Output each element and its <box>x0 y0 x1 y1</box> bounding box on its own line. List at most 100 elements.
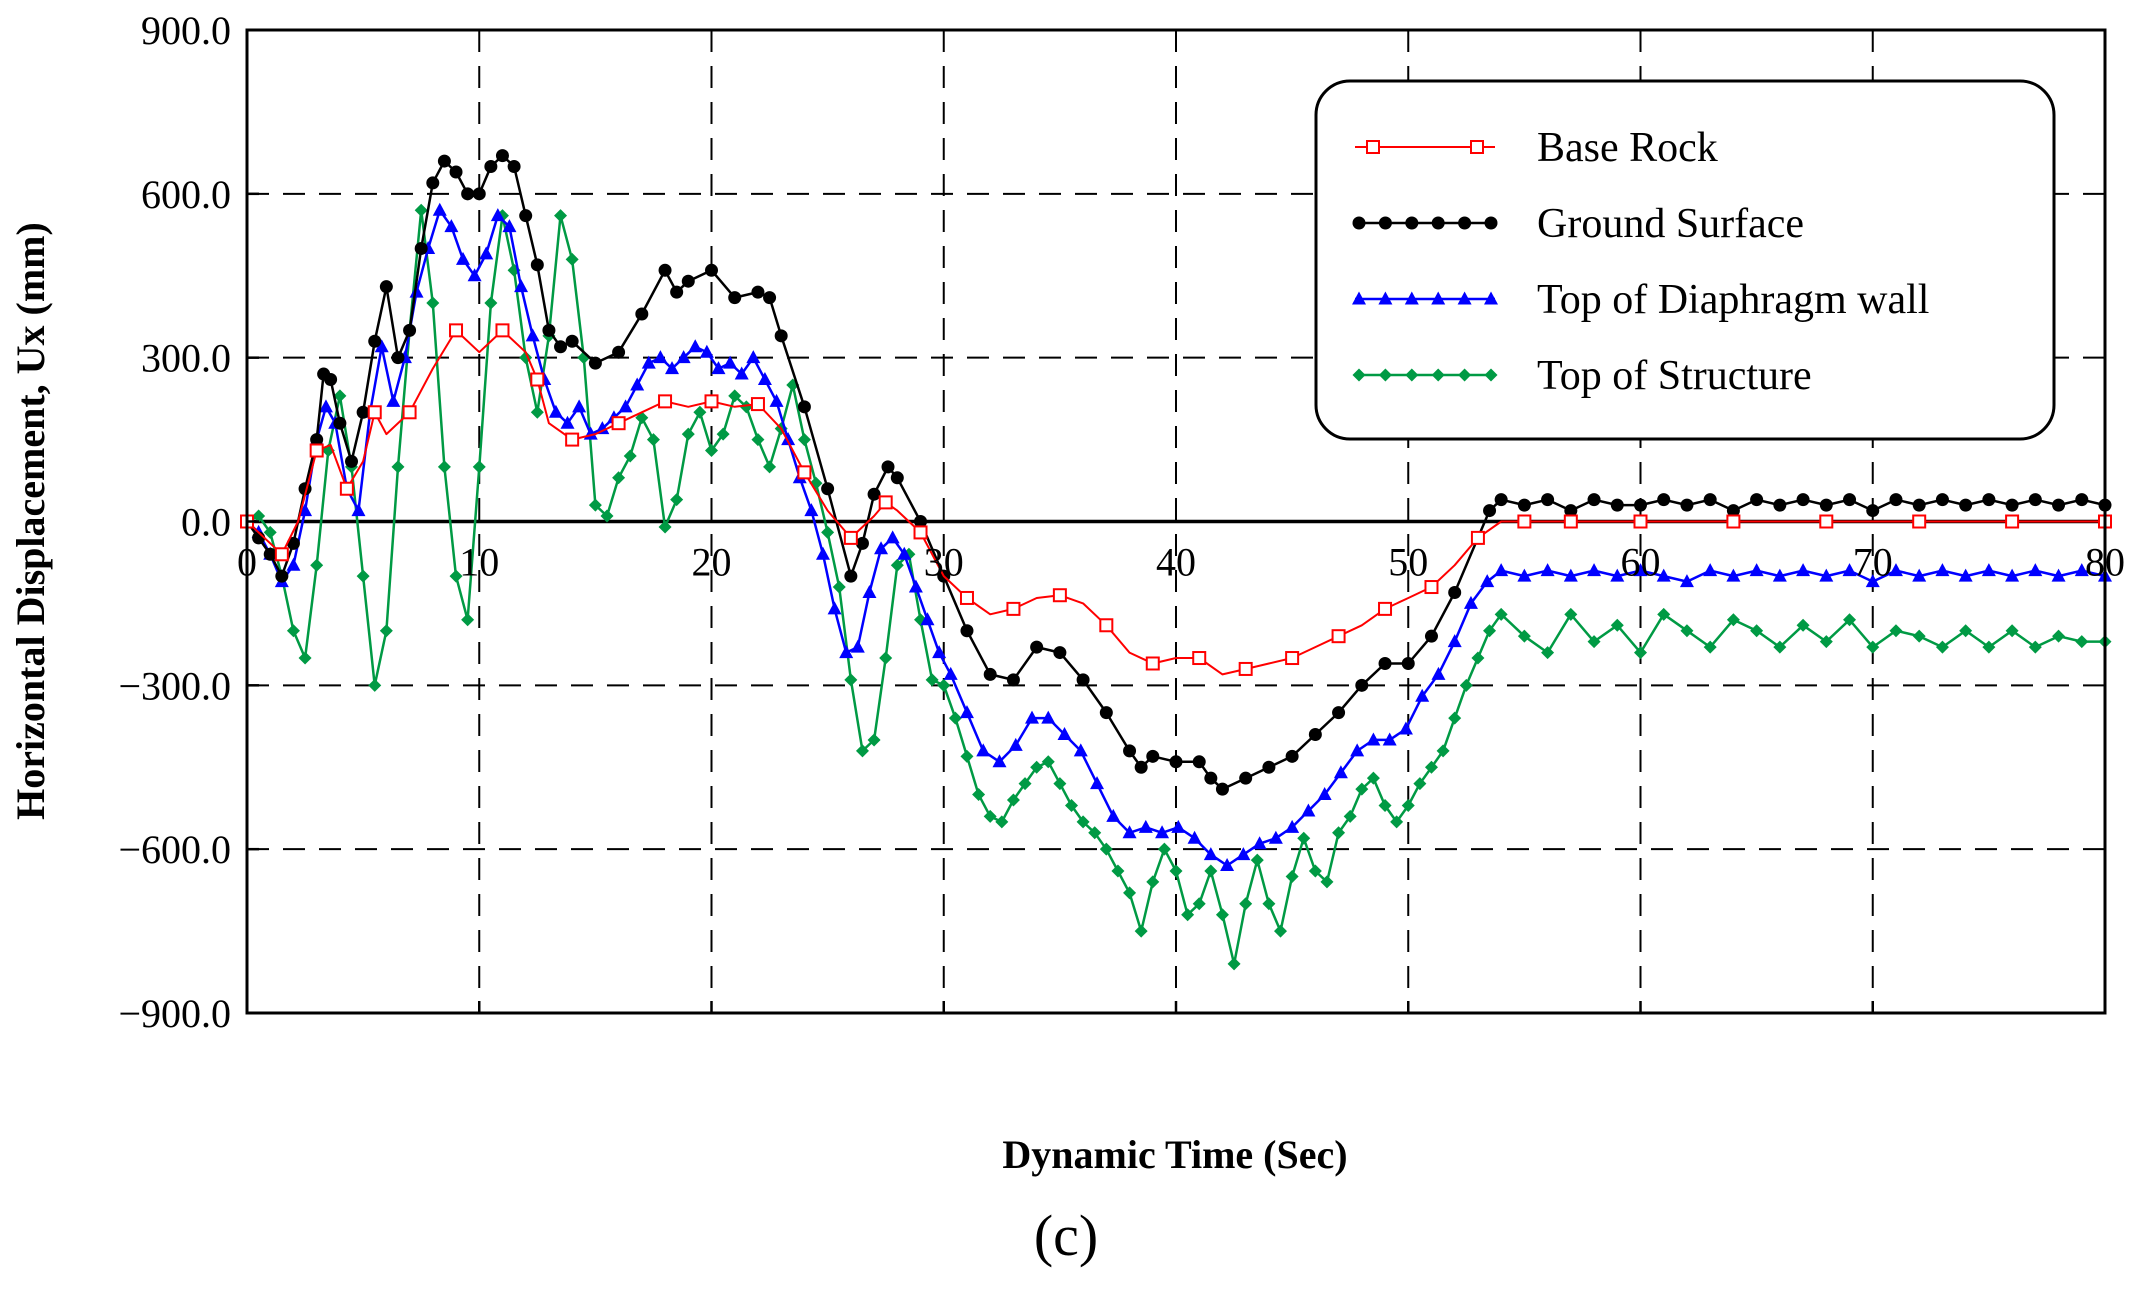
data-point <box>623 449 637 463</box>
data-point <box>530 372 545 387</box>
data-point <box>1169 755 1183 769</box>
data-point <box>983 809 997 823</box>
legend-marker <box>1458 216 1472 230</box>
data-point <box>1494 607 1508 621</box>
data-point <box>976 743 991 757</box>
data-point <box>658 520 672 534</box>
data-point <box>437 460 451 474</box>
data-point <box>1076 673 1090 687</box>
data-point <box>1308 864 1322 878</box>
data-point <box>403 323 417 337</box>
data-point <box>611 416 626 431</box>
data-point <box>1204 771 1218 785</box>
legend-marker <box>1352 216 1366 230</box>
data-point <box>1517 498 1531 512</box>
data-point <box>728 389 742 403</box>
data-point <box>1366 732 1381 746</box>
legend-marker <box>1378 291 1393 305</box>
legend-marker <box>1431 291 1446 305</box>
data-point <box>844 569 858 583</box>
data-point <box>992 754 1007 768</box>
data-point <box>1610 618 1624 632</box>
data-point <box>1227 957 1241 971</box>
data-point <box>1819 568 1834 582</box>
data-point <box>1106 808 1121 822</box>
data-point <box>1401 798 1415 812</box>
data-point <box>612 471 626 485</box>
data-point <box>1285 749 1299 763</box>
data-point <box>472 460 486 474</box>
data-point <box>1138 819 1153 833</box>
series-top-of-diaphragm-wall <box>240 202 2112 872</box>
data-point <box>1541 493 1555 507</box>
data-point <box>542 323 556 337</box>
data-point <box>1052 588 1067 603</box>
data-point <box>1587 635 1601 649</box>
y-tick-label: 0.0 <box>181 500 231 545</box>
data-point <box>1750 624 1764 638</box>
data-point <box>572 399 587 413</box>
legend-item: Top of Structure <box>1352 353 1812 399</box>
data-point <box>1155 825 1170 839</box>
data-point <box>437 154 451 168</box>
data-point <box>855 744 869 758</box>
data-point <box>1448 585 1462 599</box>
legend-label: Ground Surface <box>1537 201 1804 247</box>
data-point <box>670 285 684 299</box>
data-point <box>588 498 602 512</box>
data-point <box>932 645 947 659</box>
data-point <box>653 350 668 364</box>
data-point <box>1982 640 1996 654</box>
legend-label: Base Rock <box>1537 125 1718 171</box>
data-point <box>2028 563 2043 577</box>
x-tick-label: 20 <box>692 540 732 585</box>
data-point <box>449 569 463 583</box>
data-point <box>1204 864 1218 878</box>
data-point <box>426 176 440 190</box>
data-point <box>1773 640 1787 654</box>
data-point <box>391 351 405 365</box>
data-point <box>1146 875 1160 889</box>
legend-marker <box>1405 216 1419 230</box>
data-point <box>1564 504 1578 518</box>
data-point <box>821 525 835 539</box>
series-line <box>246 329 2105 676</box>
data-point <box>1134 924 1148 938</box>
data-point <box>1215 782 1229 796</box>
ticks <box>245 28 2107 1015</box>
data-point <box>2028 640 2042 654</box>
data-point <box>519 209 533 223</box>
data-point <box>1192 755 1206 769</box>
data-point <box>1355 782 1369 796</box>
data-point <box>1274 924 1288 938</box>
data-point <box>1350 743 1365 757</box>
data-point <box>1436 744 1450 758</box>
data-point <box>1053 646 1067 660</box>
data-point <box>1448 711 1462 725</box>
data-point <box>705 444 718 458</box>
data-point <box>1726 568 1741 582</box>
data-point <box>855 536 869 550</box>
data-point <box>432 202 447 216</box>
data-point <box>1090 776 1105 790</box>
data-point <box>1297 831 1311 845</box>
data-point <box>309 443 324 458</box>
data-point <box>1471 651 1485 665</box>
data-point <box>1982 493 1996 507</box>
data-point <box>530 258 544 272</box>
data-point <box>1935 563 1950 577</box>
data-point <box>1843 613 1857 627</box>
data-point <box>1006 673 1020 687</box>
y-tick-label: 600.0 <box>141 172 231 217</box>
legend-marker <box>1457 291 1472 305</box>
data-point <box>286 557 301 571</box>
legend-label: Top of Structure <box>1537 353 1812 399</box>
data-point <box>495 149 509 163</box>
data-point <box>1842 563 1857 577</box>
data-point <box>688 339 703 353</box>
data-point <box>874 541 889 555</box>
data-point <box>507 160 521 174</box>
data-point <box>1268 830 1283 844</box>
data-point <box>461 187 475 201</box>
data-point <box>1470 530 1485 545</box>
